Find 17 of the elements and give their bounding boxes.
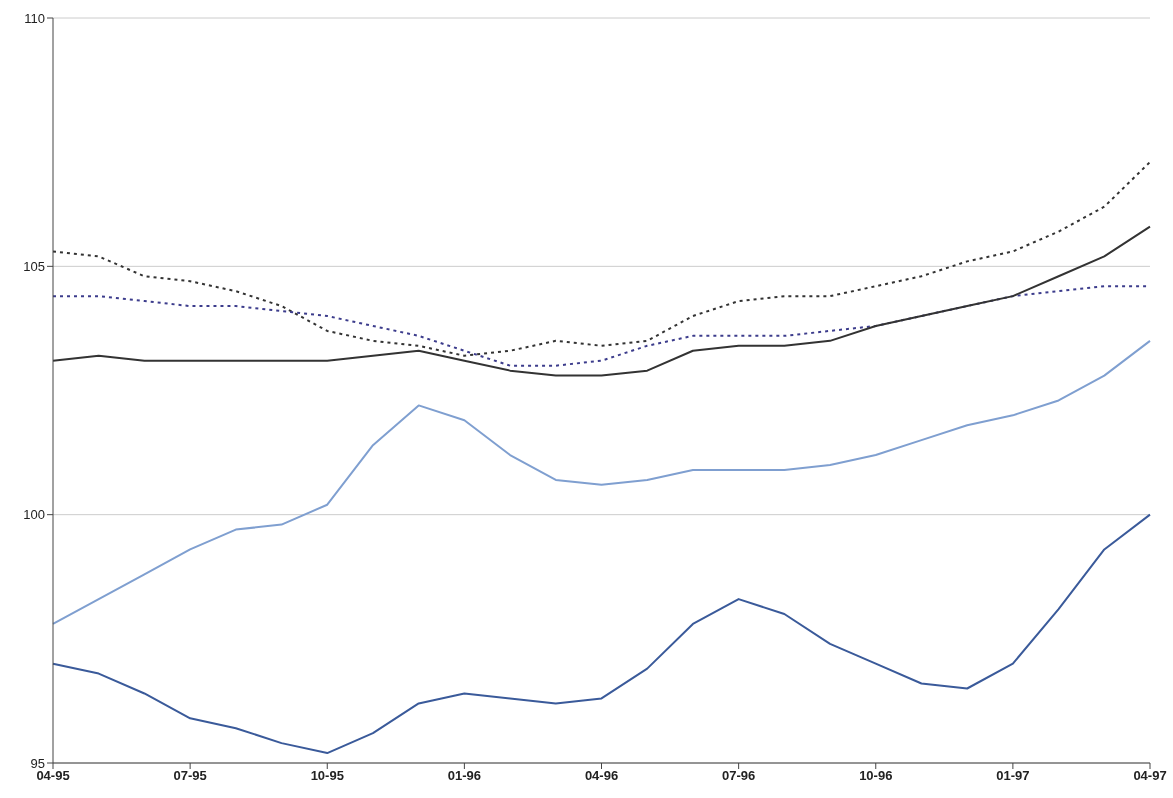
x-tick-label: 04-97 xyxy=(1133,768,1167,784)
x-tick-label: 01-97 xyxy=(996,768,1030,784)
y-tick-label: 110 xyxy=(24,10,45,26)
x-tick-label: 10-96 xyxy=(859,768,893,784)
x-tick-label: 07-96 xyxy=(722,768,756,784)
y-tick-label: 95 xyxy=(30,755,45,771)
x-tick-label: 04-96 xyxy=(584,768,619,784)
y-tick-label: 100 xyxy=(23,507,45,523)
x-tick-label: 01-96 xyxy=(447,768,481,784)
line-series xyxy=(52,513,1151,755)
line-series xyxy=(52,339,1151,625)
x-tick-label: 04-95 xyxy=(36,768,70,784)
line-series xyxy=(52,225,1151,377)
y-tick-label: 105 xyxy=(23,258,45,274)
x-tick-label: 10-95 xyxy=(310,768,344,784)
line-series xyxy=(52,161,1151,357)
x-tick-label: 07-95 xyxy=(173,768,207,784)
